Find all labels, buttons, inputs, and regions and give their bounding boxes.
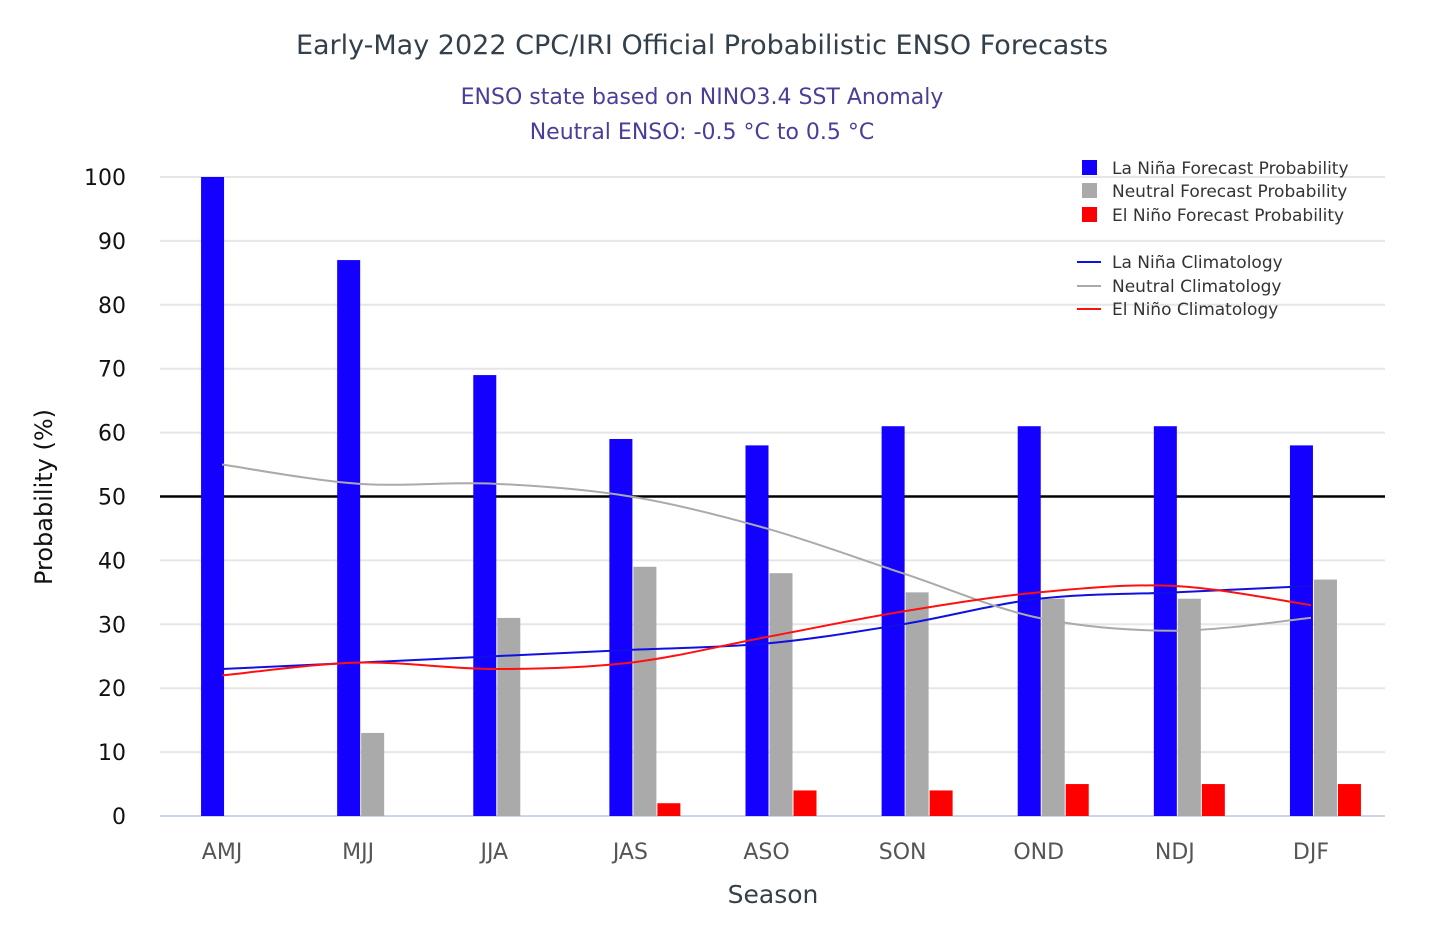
x-tick-label: NDJ	[1155, 840, 1195, 865]
bar-el-nino	[657, 803, 681, 816]
bar-neutral	[497, 617, 521, 816]
x-tick-label: SON	[879, 840, 927, 865]
x-tick-label: DJF	[1293, 840, 1329, 865]
line-la-nina-climatology	[222, 584, 1311, 671]
bar-el-nino	[1337, 784, 1361, 816]
bar-la-nina	[1017, 426, 1041, 816]
bar-el-nino	[1201, 784, 1225, 816]
legend-label: El Niño Climatology	[1112, 300, 1278, 320]
bars	[201, 177, 1361, 816]
y-tick-label: 80	[98, 294, 126, 319]
y-tick-label: 100	[84, 166, 126, 191]
bar-neutral	[633, 566, 657, 816]
line-neutral-climatology	[221, 463, 1312, 632]
chart-title: Early-May 2022 CPC/IRI Official Probabil…	[296, 30, 1108, 61]
y-tick-label: 60	[98, 422, 126, 447]
legend-swatch	[1082, 160, 1097, 175]
bar-neutral	[769, 573, 793, 816]
bar-neutral	[905, 592, 929, 816]
x-tick-label: OND	[1013, 840, 1064, 865]
bar-el-nino	[793, 790, 817, 816]
bar-neutral	[1313, 579, 1337, 816]
chart-subtitle-1: ENSO state based on NINO3.4 SST Anomaly	[461, 85, 944, 110]
y-tick-label: 10	[98, 741, 126, 766]
legend-label: La Niña Forecast Probability	[1112, 159, 1349, 179]
bar-la-nina	[881, 426, 905, 816]
x-axis-title: Season	[728, 880, 819, 909]
y-tick-label: 70	[98, 358, 126, 383]
bar-la-nina	[1153, 426, 1177, 816]
x-tick-labels: AMJ MJJ JJA JAS ASO SON OND NDJ DJF	[202, 840, 1329, 865]
y-axis-title: Probability (%)	[30, 409, 58, 585]
legend-label: El Niño Forecast Probability	[1112, 206, 1344, 226]
y-tick-label: 30	[98, 613, 126, 638]
legend: La Niña Forecast Probability Neutral Fore…	[1077, 159, 1349, 320]
line-el-nino-climatology	[221, 584, 1312, 677]
bar-la-nina	[337, 260, 361, 816]
bar-la-nina	[1289, 445, 1313, 816]
bar-el-nino	[1065, 784, 1089, 816]
legend-label: Neutral Climatology	[1112, 277, 1282, 297]
x-tick-label: JJA	[478, 840, 508, 865]
legend-label: Neutral Forecast Probability	[1112, 182, 1347, 202]
bar-neutral	[1041, 598, 1065, 816]
y-tick-label: 20	[98, 677, 126, 702]
legend-swatch	[1082, 207, 1097, 222]
legend-swatch	[1082, 183, 1097, 198]
x-tick-label: MJJ	[342, 840, 374, 865]
legend-label: La Niña Climatology	[1112, 253, 1283, 273]
bar-la-nina	[473, 375, 497, 816]
bar-la-nina	[745, 445, 769, 816]
climatology-lines	[221, 463, 1312, 677]
y-tick-label: 40	[98, 549, 126, 574]
bar-la-nina	[201, 177, 225, 816]
bar-el-nino	[929, 790, 953, 816]
x-tick-label: ASO	[743, 840, 789, 865]
y-tick-label: 90	[98, 230, 126, 255]
y-tick-label: 0	[112, 805, 126, 830]
x-tick-label: AMJ	[202, 840, 243, 865]
bar-neutral	[361, 732, 385, 816]
bar-la-nina	[609, 438, 633, 816]
y-tick-labels: 0 10 20 30 40 50 60 70 80 90 100	[84, 166, 126, 830]
x-tick-label: JAS	[611, 840, 648, 865]
bar-neutral	[1177, 598, 1201, 816]
y-tick-label: 50	[98, 486, 126, 511]
chart-subtitle-2: Neutral ENSO: -0.5 °C to 0.5 °C	[530, 120, 875, 145]
